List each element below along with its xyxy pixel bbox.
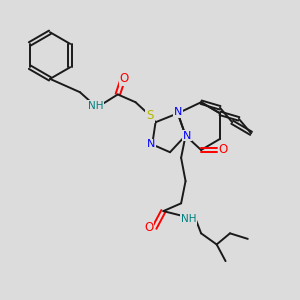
Text: N: N [174,107,182,117]
Text: O: O [144,221,154,234]
Text: N: N [147,140,155,149]
Text: O: O [120,72,129,86]
Text: N: N [182,130,191,141]
Text: NH: NH [181,214,196,224]
Text: S: S [146,109,154,122]
Text: O: O [219,143,228,157]
Text: NH: NH [88,100,103,111]
